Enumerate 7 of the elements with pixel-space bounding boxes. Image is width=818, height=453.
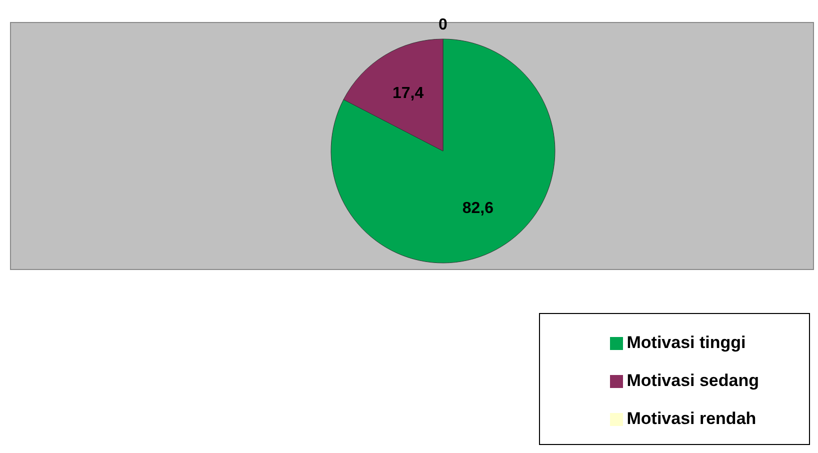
data-label: 17,4 — [392, 85, 424, 102]
legend-label: Motivasi sedang — [626, 371, 759, 390]
text: 0 — [438, 16, 448, 34]
legend-label: Motivasi rendah — [626, 409, 756, 428]
legend-label: Motivasi tinggi — [626, 333, 746, 352]
data-label: 82,6 — [462, 200, 494, 217]
pie-slice — [330, 38, 556, 264]
